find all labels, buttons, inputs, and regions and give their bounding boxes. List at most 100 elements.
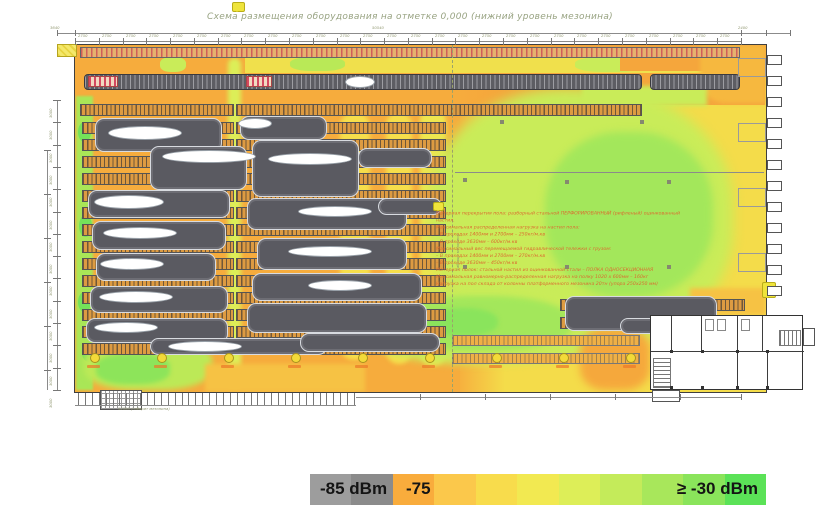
spec-notes: Материал перекрытия пола: разборный стал…: [436, 210, 764, 287]
no-signal-zone: [94, 322, 158, 333]
left-dim-line: [47, 150, 48, 390]
dim-tick: [384, 38, 386, 45]
rack-label-mark: [88, 76, 118, 87]
annex-wall: [671, 316, 672, 351]
spec-note-line: Максимальная равномерно-распределенная н…: [436, 273, 649, 280]
heat-zone: [582, 86, 707, 106]
ap-label-smudge: [489, 365, 502, 368]
wc-fixture: [741, 319, 750, 331]
rack-row: [452, 335, 640, 346]
dock-bay: [738, 58, 766, 77]
rack-row: [80, 47, 740, 58]
dim-tick: [312, 393, 314, 405]
ap-marker: [291, 353, 301, 363]
dim-tick: [305, 393, 307, 405]
overall-dim-label: 50540: [372, 26, 384, 31]
legend-segment: [641, 474, 684, 505]
top-dim-line: [57, 33, 790, 34]
annex-wall: [651, 351, 804, 352]
no-signal-zone: [99, 291, 173, 303]
dim-tick: [202, 393, 204, 405]
dim-tick: [140, 393, 142, 405]
dim-tick: [53, 100, 61, 101]
column-marker: [670, 386, 673, 389]
dock-door-stub: [767, 286, 782, 296]
no-signal-zone: [238, 118, 272, 129]
dock-door-stub: [767, 223, 782, 233]
left-dim-label: 3000: [49, 331, 54, 341]
dim-tick: [615, 394, 616, 400]
legend-segment: [600, 474, 642, 505]
dim-tick: [216, 393, 217, 405]
legend-segment: [683, 474, 725, 505]
column-marker: [670, 350, 673, 353]
dim-tick: [336, 38, 338, 45]
column-marker: [701, 350, 704, 353]
column-marker: [500, 120, 504, 124]
dim-tick: [78, 393, 79, 405]
no-signal-zone: [268, 153, 352, 165]
dim-tick: [550, 38, 552, 45]
ap-marker: [90, 353, 100, 363]
dim-tick: [84, 393, 86, 405]
weak-signal-blob: [247, 303, 427, 333]
dim-tick: [44, 194, 51, 195]
dim-tick: [209, 393, 211, 405]
left-dim-line: [57, 100, 58, 390]
column-marker: [667, 180, 671, 184]
dim-tick: [53, 122, 61, 124]
stairs: [779, 330, 801, 346]
top-dim-label: 2750: [529, 34, 540, 39]
left-dim-label: 3000: [49, 175, 54, 185]
spec-note-line: – В проходе 3630мм – 450кг/м.кв: [436, 259, 518, 266]
dim-tick: [53, 389, 61, 391]
stairs: [653, 358, 671, 388]
top-dim-label: 2750: [482, 34, 492, 39]
dim-tick: [126, 393, 128, 405]
no-signal-zone: [103, 227, 177, 239]
dock-door-stub: [767, 265, 782, 275]
dim-tick: [112, 393, 114, 405]
dim-tick: [160, 393, 162, 405]
spec-note-line: Максимальная распределенная нагрузка на …: [436, 224, 580, 231]
weak-signal-blob: [252, 140, 359, 197]
no-signal-zone: [94, 195, 164, 209]
dim-tick: [285, 393, 286, 405]
dim-tick: [740, 38, 742, 45]
dim-tick: [75, 38, 76, 45]
dim-tick: [354, 393, 355, 405]
column-marker: [667, 265, 671, 269]
left-dim-label: 3000: [49, 309, 54, 319]
dim-tick: [621, 38, 623, 45]
dim-tick: [53, 189, 61, 191]
annex-wall: [701, 316, 702, 351]
dock-door-stub: [767, 97, 782, 107]
dim-tick: [669, 38, 671, 45]
dim-tick: [503, 38, 505, 45]
dim-tick: [257, 393, 259, 405]
top-dim-label: 2750: [173, 34, 183, 39]
dim-tick: [193, 38, 195, 45]
dim-tick: [598, 38, 600, 45]
left-dim-label: 3000: [49, 130, 54, 141]
ap-label-smudge: [355, 365, 368, 368]
dim-tick: [645, 38, 647, 45]
dim-tick: [53, 323, 61, 324]
legend-segment: [475, 474, 518, 505]
legend-segment: [558, 474, 601, 505]
dim-tick: [44, 370, 51, 371]
dim-tick: [741, 30, 742, 36]
legend-segment: [517, 474, 559, 505]
dim-tick: [105, 393, 107, 405]
top-dim-label: 2750: [506, 34, 516, 39]
top-dim-label: 2750: [220, 34, 231, 39]
overall-dim-label: 3640: [50, 26, 60, 31]
dim-tick: [122, 38, 124, 45]
dim-tick: [222, 393, 224, 405]
column-marker: [565, 180, 569, 184]
legend-segment: [392, 474, 435, 505]
heat-zone: [290, 57, 345, 71]
overall-dim-label: 2400: [738, 26, 748, 31]
column-marker: [565, 265, 569, 269]
